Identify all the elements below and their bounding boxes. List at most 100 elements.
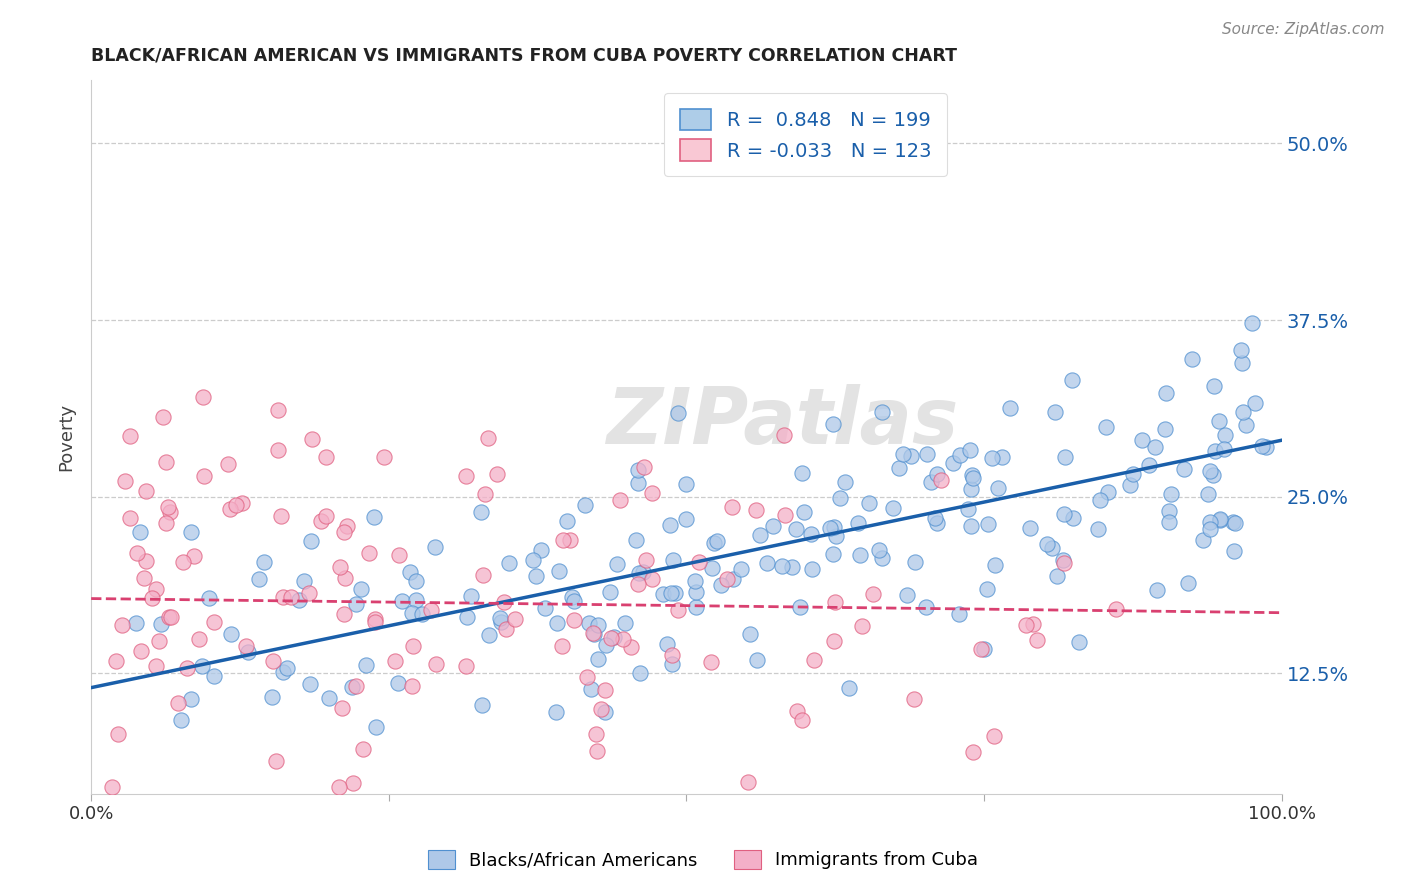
Point xyxy=(247,572,270,586)
Point xyxy=(762,519,785,533)
Point xyxy=(1222,515,1244,529)
Point xyxy=(561,590,583,604)
Point xyxy=(574,498,596,512)
Point xyxy=(101,780,124,794)
Point xyxy=(633,459,655,474)
Point xyxy=(125,615,148,630)
Point xyxy=(135,554,157,568)
Point xyxy=(927,467,949,482)
Point xyxy=(710,578,733,592)
Point xyxy=(980,451,1002,466)
Point xyxy=(962,471,984,485)
Point xyxy=(893,447,915,461)
Point xyxy=(129,643,152,657)
Point xyxy=(1192,533,1215,548)
Point xyxy=(987,481,1010,495)
Point xyxy=(145,658,167,673)
Point xyxy=(614,615,637,630)
Point xyxy=(402,639,425,653)
Point xyxy=(666,603,689,617)
Point xyxy=(328,780,350,794)
Text: ZIPatlas: ZIPatlas xyxy=(606,384,957,460)
Point xyxy=(927,516,949,530)
Point xyxy=(231,496,253,510)
Point xyxy=(145,582,167,596)
Point xyxy=(834,475,856,489)
Point xyxy=(631,565,654,579)
Point xyxy=(1022,616,1045,631)
Point xyxy=(1053,450,1076,464)
Point xyxy=(267,403,290,417)
Point xyxy=(197,591,219,606)
Point xyxy=(342,680,364,694)
Y-axis label: Poverty: Poverty xyxy=(58,402,75,471)
Point xyxy=(1122,467,1144,482)
Point xyxy=(288,592,311,607)
Point xyxy=(1160,487,1182,501)
Point xyxy=(1230,343,1253,357)
Point xyxy=(896,588,918,602)
Point xyxy=(998,401,1021,415)
Point xyxy=(957,502,980,516)
Point xyxy=(786,704,808,718)
Point xyxy=(661,657,683,671)
Point xyxy=(775,508,797,523)
Point xyxy=(298,585,321,599)
Point xyxy=(983,729,1005,743)
Point xyxy=(627,577,650,591)
Point xyxy=(454,658,477,673)
Point xyxy=(747,653,769,667)
Point xyxy=(675,512,697,526)
Point xyxy=(737,775,759,789)
Point xyxy=(1181,352,1204,367)
Point xyxy=(976,582,998,597)
Point xyxy=(405,574,427,589)
Point xyxy=(391,594,413,608)
Point xyxy=(553,533,575,547)
Point xyxy=(586,652,609,666)
Point xyxy=(1062,510,1084,524)
Legend: Blacks/African Americans, Immigrants from Cuba: Blacks/African Americans, Immigrants fro… xyxy=(419,841,987,879)
Point xyxy=(176,661,198,675)
Point xyxy=(664,585,686,599)
Point xyxy=(384,654,406,668)
Point xyxy=(818,521,841,535)
Point xyxy=(1177,575,1199,590)
Point xyxy=(641,572,664,586)
Point xyxy=(114,474,136,488)
Point xyxy=(104,654,127,668)
Point xyxy=(990,450,1012,464)
Point xyxy=(745,503,768,517)
Point xyxy=(872,405,894,419)
Point xyxy=(772,427,794,442)
Point xyxy=(110,618,132,632)
Point xyxy=(159,505,181,519)
Point xyxy=(315,508,337,523)
Point xyxy=(699,655,721,669)
Point xyxy=(790,466,813,480)
Point xyxy=(917,447,939,461)
Point xyxy=(399,565,422,579)
Point xyxy=(848,548,870,562)
Point xyxy=(585,727,607,741)
Point xyxy=(973,641,995,656)
Point xyxy=(1015,618,1038,632)
Point xyxy=(620,640,643,655)
Point xyxy=(720,500,742,515)
Point xyxy=(688,556,710,570)
Point xyxy=(1043,405,1066,419)
Point xyxy=(821,547,844,561)
Point xyxy=(801,562,824,576)
Point xyxy=(420,603,443,617)
Point xyxy=(1198,464,1220,478)
Point xyxy=(270,509,292,524)
Point xyxy=(666,406,689,420)
Point xyxy=(578,616,600,631)
Point xyxy=(401,607,423,621)
Point xyxy=(524,569,547,583)
Point xyxy=(661,553,683,567)
Point xyxy=(984,558,1007,573)
Point xyxy=(260,690,283,704)
Point xyxy=(900,449,922,463)
Point xyxy=(582,626,605,640)
